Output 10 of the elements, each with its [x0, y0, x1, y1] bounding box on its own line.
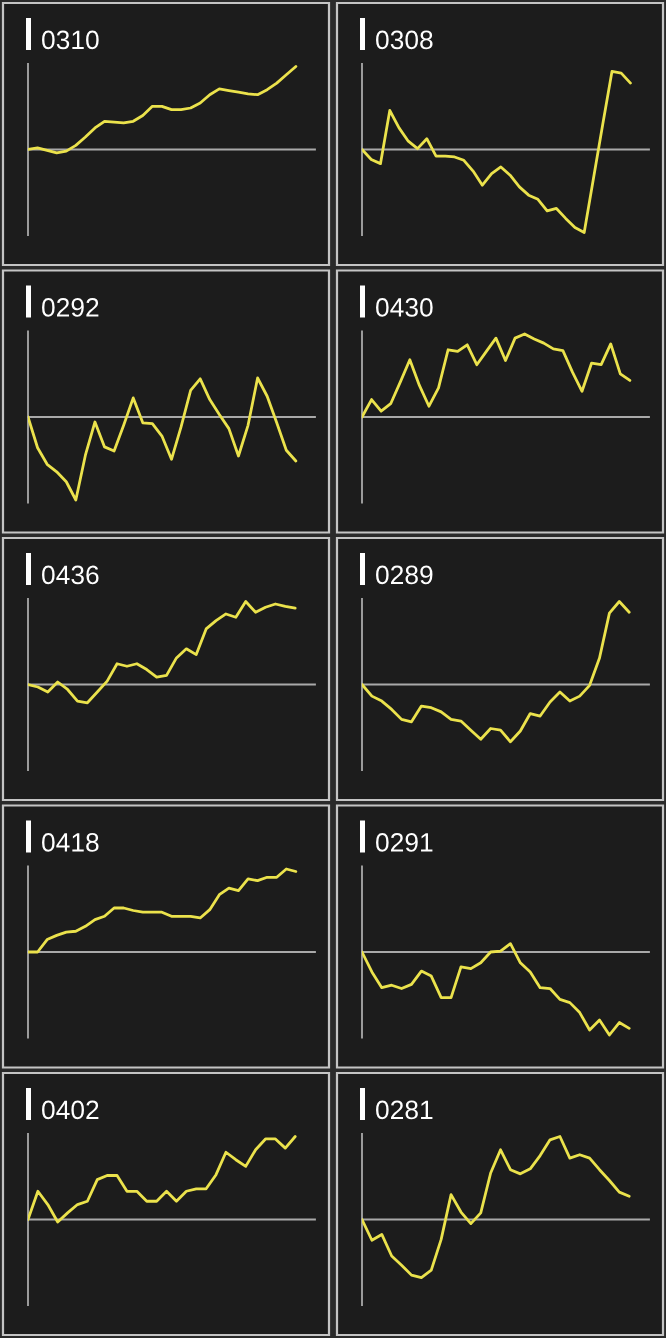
chart-title: 0402	[42, 1100, 99, 1120]
chart-title: 0291	[376, 833, 433, 852]
chart-title: 0289	[376, 565, 433, 585]
chart-title: 0308	[376, 30, 433, 50]
chart-title: 0310	[42, 30, 99, 50]
chart-title: 0436	[42, 565, 99, 585]
chart-title: 0292	[42, 298, 99, 317]
chart-title: 0281	[376, 1100, 433, 1120]
chart-title: 0418	[42, 833, 99, 852]
chart-title: 0430	[376, 298, 433, 317]
